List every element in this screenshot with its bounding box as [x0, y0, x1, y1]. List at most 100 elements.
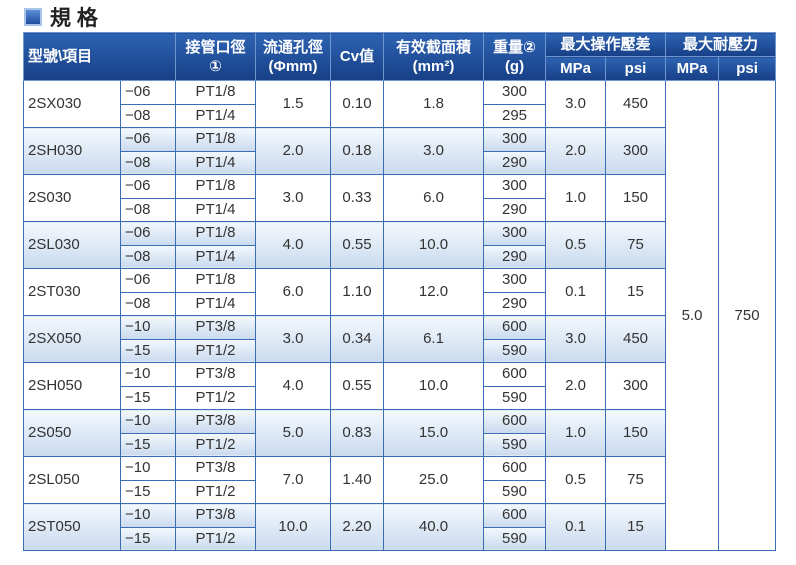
proof-psi: 750	[718, 80, 777, 551]
max-op-mpa: 0.1	[545, 503, 607, 551]
port: PT1/8	[175, 80, 257, 105]
row: −15 PT1/2 590	[24, 385, 776, 410]
suffix: −10	[119, 409, 177, 434]
weight: 295	[483, 103, 547, 128]
max-op-mpa: 3.0	[545, 80, 607, 128]
header: 型號\項目 接管口徑 ① 流通孔徑 (Φmm) Cv值 有效截面積 (mm²) 重量②…	[22, 32, 777, 81]
model: 2ST030	[23, 268, 121, 316]
model: 2ST050	[23, 503, 121, 551]
max-op-mpa: 2.0	[545, 362, 607, 410]
row: 2S030 −06 PT1/8 3.0 0.33 6.0 300 1.0 150	[23, 174, 776, 222]
suffix: −06	[119, 127, 177, 152]
max-op-mpa: 0.5	[545, 456, 607, 504]
weight: 300	[483, 221, 547, 246]
max-op-mpa: 1.0	[545, 409, 607, 457]
max-op-mpa: 0.1	[545, 268, 607, 316]
row: −08 PT1/4 290	[24, 244, 776, 269]
port: PT3/8	[175, 456, 257, 481]
weight: 590	[483, 385, 547, 410]
cv: 0.18	[330, 127, 385, 175]
suffix: −15	[119, 385, 177, 410]
suffix: −10	[119, 503, 177, 528]
row: 2S050 −10 PT3/8 5.0 0.83 15.0 600 1.0 150	[23, 409, 776, 457]
header-unit: psi	[605, 56, 667, 81]
suffix: −10	[119, 456, 177, 481]
header-line: (mm²)	[412, 57, 455, 75]
orifice: 4.0	[255, 362, 332, 410]
orifice: 7.0	[255, 456, 332, 504]
row: 2SL050 −10 PT3/8 7.0 1.40 25.0 600 0.5 75	[23, 456, 776, 504]
port: PT1/4	[175, 244, 257, 269]
model: 2SX050	[23, 315, 121, 363]
header-line: 有效截面積	[396, 38, 472, 56]
area: 12.0	[383, 268, 485, 316]
suffix: −06	[119, 268, 177, 293]
max-op-psi: 150	[605, 174, 667, 222]
suffix: −10	[119, 362, 177, 387]
cv: 0.34	[330, 315, 385, 363]
row: 2SH050 −10 PT3/8 4.0 0.55 10.0 600 2.0 300	[23, 362, 776, 410]
cv: 0.10	[330, 80, 385, 128]
max-op-mpa: 1.0	[545, 174, 607, 222]
port: PT1/2	[175, 385, 257, 410]
weight: 600	[483, 409, 547, 434]
area: 10.0	[383, 221, 485, 269]
suffix: −08	[119, 197, 177, 222]
port: PT1/4	[175, 150, 257, 175]
weight: 590	[483, 338, 547, 363]
section-title: 規 格	[24, 2, 98, 32]
row: −15 PT1/2 590	[24, 338, 776, 363]
weight: 290	[483, 291, 547, 316]
header-cell: 重量② (g)	[483, 32, 547, 81]
header-unit: MPa	[665, 56, 720, 81]
area: 6.1	[383, 315, 485, 363]
weight: 300	[483, 80, 547, 105]
max-op-psi: 300	[605, 127, 667, 175]
cv: 0.55	[330, 221, 385, 269]
max-op-mpa: 2.0	[545, 127, 607, 175]
row: 2SX050 −10 PT3/8 3.0 0.34 6.1 600 3.0 450	[23, 315, 776, 363]
spec-table: 型號\項目 接管口徑 ① 流通孔徑 (Φmm) Cv值 有效截面積 (mm²) 重量②…	[22, 32, 777, 551]
weight: 600	[483, 503, 547, 528]
suffix: −06	[119, 221, 177, 246]
area: 15.0	[383, 409, 485, 457]
weight: 600	[483, 362, 547, 387]
weight: 300	[483, 268, 547, 293]
port: PT1/2	[175, 432, 257, 457]
header-cell: 流通孔徑 (Φmm)	[255, 32, 332, 81]
suffix: −06	[119, 80, 177, 105]
row: −15 PT1/2 590	[24, 479, 776, 504]
suffix: −06	[119, 174, 177, 199]
area: 1.8	[383, 80, 485, 128]
area: 6.0	[383, 174, 485, 222]
weight: 600	[483, 315, 547, 340]
header-line: (Φmm)	[268, 57, 318, 75]
weight: 300	[483, 174, 547, 199]
row: −08 PT1/4 290	[24, 197, 776, 222]
orifice: 6.0	[255, 268, 332, 316]
row: −15 PT1/2 590	[24, 432, 776, 457]
row: 2SL030 −06 PT1/8 4.0 0.55 10.0 300 0.5 75	[23, 221, 776, 269]
orifice: 10.0	[255, 503, 332, 551]
port: PT1/2	[175, 526, 257, 551]
weight: 590	[483, 526, 547, 551]
area: 3.0	[383, 127, 485, 175]
header-unit: MPa	[545, 56, 607, 81]
weight: 600	[483, 456, 547, 481]
weight: 290	[483, 244, 547, 269]
weight: 300	[483, 127, 547, 152]
header-cell: 最大耐壓力	[665, 32, 777, 57]
port: PT1/8	[175, 221, 257, 246]
title-icon	[24, 8, 42, 26]
header-line: 重量②	[493, 38, 536, 56]
table-body: 2SX030 −06 PT1/8 1.5 0.10 1.8 300 3.0 450 5.0 750−…	[23, 80, 777, 551]
suffix: −10	[119, 315, 177, 340]
max-op-psi: 15	[605, 268, 667, 316]
port: PT3/8	[175, 315, 257, 340]
port: PT1/8	[175, 174, 257, 199]
row: 2ST030 −06 PT1/8 6.0 1.10 12.0 300 0.1 15	[23, 268, 776, 316]
model: 2SL030	[23, 221, 121, 269]
weight: 290	[483, 150, 547, 175]
header-cell: 最大操作壓差	[545, 32, 667, 57]
model: 2S030	[23, 174, 121, 222]
